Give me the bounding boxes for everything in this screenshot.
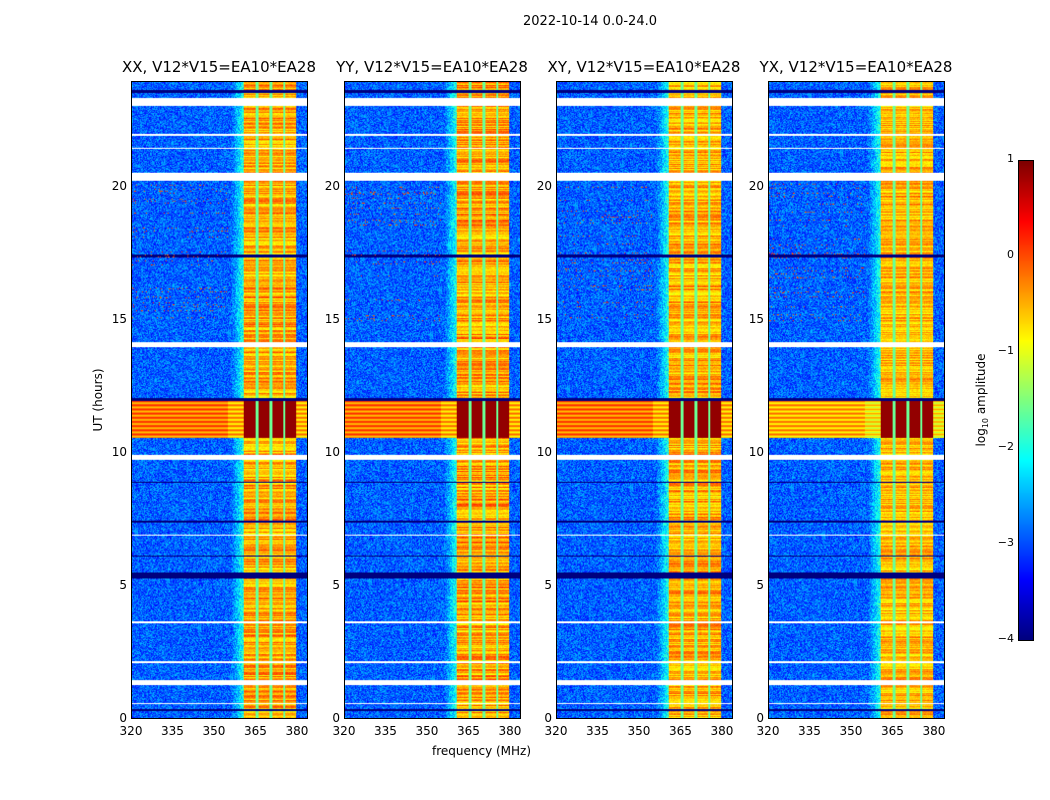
x-tick-label: 335 xyxy=(586,724,609,738)
x-tick-label: 335 xyxy=(374,724,397,738)
panel-title: YX, V12*V15=EA10*EA28 xyxy=(759,58,953,76)
y-tick-label: 15 xyxy=(536,312,552,327)
figure-title: 2022-10-14 0.0-24.0 xyxy=(523,14,657,29)
colorbar-tick-label: −1 xyxy=(997,344,1014,357)
x-tick-label: 335 xyxy=(161,724,184,738)
x-tick-label: 350 xyxy=(415,724,439,738)
x-tick-label: 350 xyxy=(627,724,651,738)
x-tick-label: 320 xyxy=(332,724,356,738)
x-tick-label: 365 xyxy=(457,724,480,738)
x-tick-label: 350 xyxy=(839,724,863,738)
panel-title: XY, V12*V15=EA10*EA28 xyxy=(547,58,741,76)
colorbar-tick-label: 1 xyxy=(1007,152,1014,165)
x-tick-label: 365 xyxy=(881,724,904,738)
y-tick-label: 10 xyxy=(536,445,552,460)
colorbar-tick-label: −4 xyxy=(997,632,1014,645)
x-tick-label: 320 xyxy=(119,724,143,738)
y-tick-label: 5 xyxy=(756,578,764,593)
heatmap-xy xyxy=(556,81,733,719)
panel-title: XX, V12*V15=EA10*EA28 xyxy=(121,58,316,76)
x-tick-label: 380 xyxy=(710,724,734,738)
colorbar-label: log10 amplitude xyxy=(973,353,991,447)
x-tick-label: 350 xyxy=(202,724,226,738)
x-tick-label: 320 xyxy=(544,724,568,738)
heatmap-yy xyxy=(344,81,521,719)
y-tick-label: 0 xyxy=(544,711,552,725)
x-tick-label: 335 xyxy=(798,724,821,738)
y-tick-label: 5 xyxy=(332,578,340,593)
y-tick-label: 5 xyxy=(119,578,127,593)
y-tick-label: 20 xyxy=(748,179,764,194)
y-axis-label: UT (hours) xyxy=(91,368,105,432)
heatmap-xx xyxy=(131,81,308,719)
x-tick-label: 365 xyxy=(669,724,692,738)
y-tick-label: 10 xyxy=(748,445,764,460)
y-tick-label: 10 xyxy=(324,445,340,460)
y-tick-label: 10 xyxy=(111,445,127,460)
y-tick-label: 20 xyxy=(111,179,127,194)
panel-title: YY, V12*V15=EA10*EA28 xyxy=(336,58,528,76)
x-tick-label: 380 xyxy=(498,724,522,738)
y-tick-label: 15 xyxy=(324,312,340,327)
x-tick-label: 365 xyxy=(244,724,267,738)
y-tick-label: 0 xyxy=(756,711,764,725)
colorbar-tick-label: −3 xyxy=(997,536,1014,549)
y-tick-label: 20 xyxy=(536,179,552,194)
x-tick-label: 380 xyxy=(922,724,946,738)
colorbar-tick-label: −2 xyxy=(997,440,1014,453)
y-tick-label: 20 xyxy=(324,179,340,194)
colorbar-tick-label: 0 xyxy=(1007,248,1014,261)
colorbar xyxy=(1018,160,1034,641)
x-tick-label: 380 xyxy=(285,724,309,738)
y-tick-label: 0 xyxy=(119,711,127,725)
x-axis-label: frequency (MHz) xyxy=(432,744,532,758)
heatmap-yx xyxy=(768,81,945,719)
y-tick-label: 15 xyxy=(748,312,764,327)
x-tick-label: 320 xyxy=(756,724,780,738)
y-tick-label: 15 xyxy=(111,312,127,327)
y-tick-label: 0 xyxy=(332,711,340,725)
y-tick-label: 5 xyxy=(544,578,552,593)
